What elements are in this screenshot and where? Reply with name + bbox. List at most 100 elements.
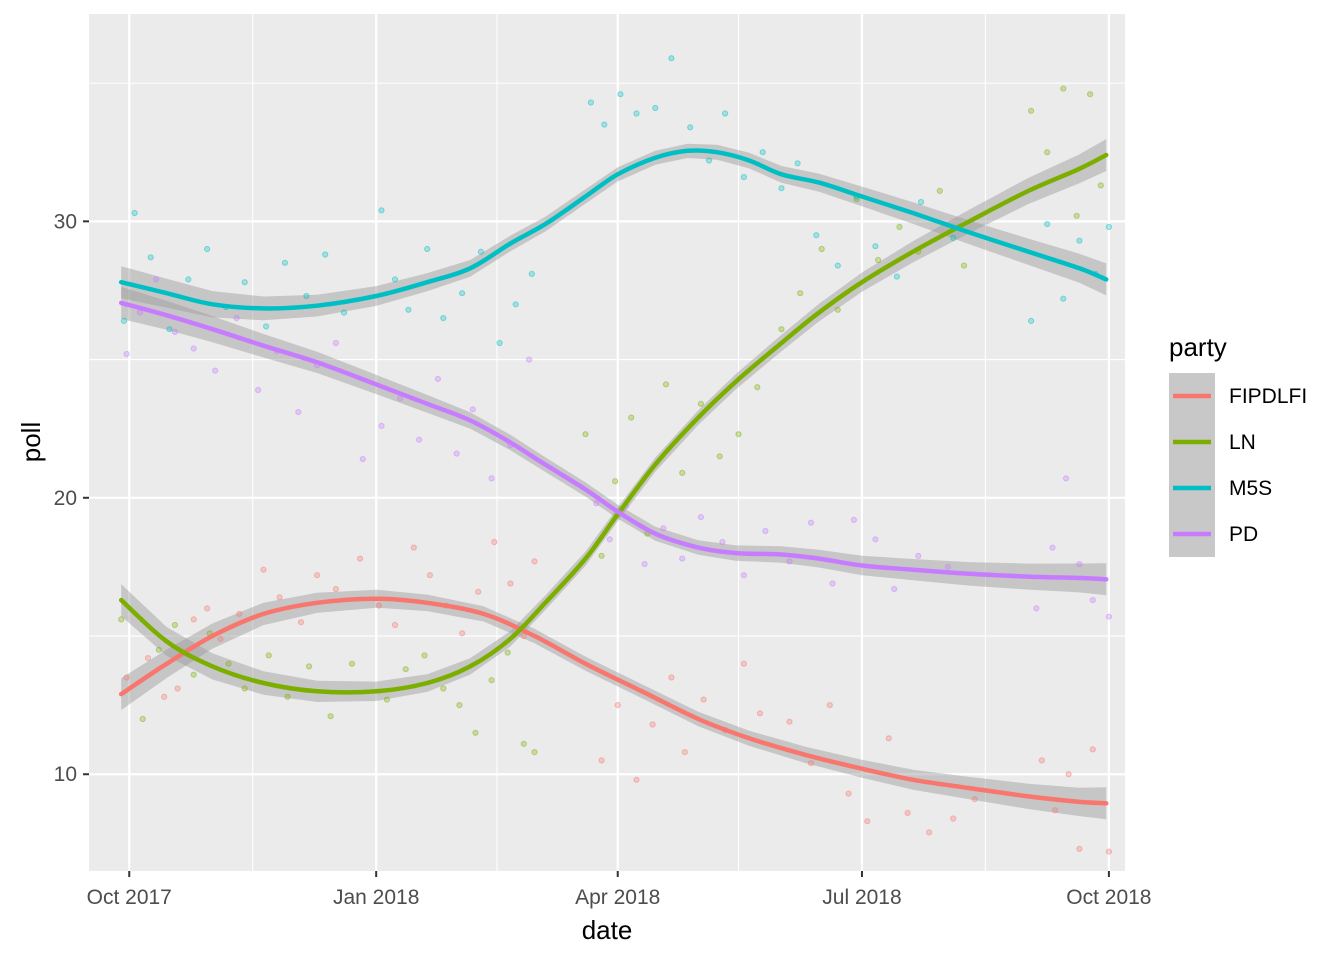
fipdlfi-poll-point [144,655,152,662]
x-tick-label: Apr 2018 [575,886,660,909]
pd-poll-point [255,386,262,394]
m5s-poll-point [740,174,748,181]
m5s-poll-point [893,273,901,280]
pd-poll-point [829,580,836,587]
fipdlfi-poll-point [491,538,498,546]
ln-poll-point [327,713,334,720]
ln-poll-point [936,187,943,194]
m5s-legend-label: M5S [1229,477,1272,500]
fipdlfi-trend-line [118,596,1109,806]
m5s-poll-point [950,234,957,241]
y-axis-title: poll [16,422,46,462]
m5s-confidence-band [121,143,1107,321]
pd-trend-line [118,300,1109,582]
fipdlfi-poll-point [826,702,833,709]
pd-poll-point [434,375,441,382]
fipdlfi-poll-point [864,818,871,825]
pd-confidence-band [121,286,1107,596]
fipdlfi-poll-point [614,702,621,709]
pd-poll-point [359,456,366,463]
major-gridlines [89,14,1125,871]
m5s-poll-point [281,259,288,266]
ln-poll-point [265,652,272,659]
fipdlfi-poll-point [904,809,911,817]
m5s-poll-point [166,326,173,333]
fipdlfi-poll-point [507,580,514,587]
ln-poll-point [488,677,495,684]
poll-points [118,55,1113,855]
pd-poll-point [469,406,476,413]
fipdlfi-poll-point [123,674,130,681]
fipdlfi-poll-point [668,674,675,681]
pd-poll-point [1076,561,1083,568]
pd-poll-point [740,572,748,579]
ln-poll-point [662,381,670,388]
m5s-poll-point [322,251,329,258]
fipdlfi-poll-point [740,660,748,667]
m5s-poll-point [477,248,484,255]
m5s-poll-point [440,315,447,322]
fipdlfi-poll-point [885,735,892,742]
fipdlfi-poll-point [845,790,852,797]
pd-poll-point [679,555,686,562]
ln-poll-point [1060,85,1067,92]
confidence-bands [121,139,1107,820]
ln-poll-point [875,256,882,264]
ln-poll-point [582,431,589,438]
pd-poll-point [593,500,600,507]
ln-poll-point [818,245,825,253]
m5s-poll-point [512,301,519,308]
fipdlfi-poll-point [786,718,793,725]
fipdlfi-poll-point [971,796,978,803]
m5s-poll-point [185,276,192,283]
pd-poll-point [295,409,302,416]
fipdlfi-poll-point [332,585,339,593]
fipdlfi-poll-point [314,572,321,579]
m5s-poll-point [834,262,841,269]
fipdlfi-poll-point [1038,757,1045,764]
fipdlfi-poll-point [357,555,364,562]
pd-poll-point [660,525,667,532]
m5s-poll-point [813,232,820,239]
trend-lines [118,148,1109,806]
pd-poll-point [1049,544,1056,551]
fipdlfi-poll-point [633,776,640,783]
ln-poll-point [531,749,538,756]
pd-poll-point [1105,613,1113,620]
fipdlfi-poll-point [531,558,538,565]
m5s-poll-point [131,209,138,217]
fipdlfi-poll-point [681,749,688,756]
m5s-poll-point [241,279,248,286]
m5s-poll-point [601,121,608,128]
pd-poll-point [850,516,858,524]
ln-poll-point [960,262,968,269]
m5s-poll-point [405,306,412,313]
pd-poll-point [1089,597,1096,604]
pd-poll-point [872,536,879,543]
fipdlfi-legend-label: FIPDLFI [1229,385,1307,408]
fipdlfi-poll-point [276,594,283,601]
pd-poll-point [762,527,769,535]
pd-poll-point [212,367,219,374]
m5s-poll-point [263,323,270,330]
fipdlfi-poll-point [475,588,482,595]
ln-poll-point [155,646,162,653]
pd-poll-point [378,422,385,429]
ln-poll-point [118,616,125,623]
ln-poll-point [225,660,232,667]
ln-poll-point [754,384,761,391]
ln-poll-point [834,306,841,313]
pd-poll-point [719,538,726,546]
pd-poll-point [526,356,533,363]
fipdlfi-poll-point [217,635,224,642]
pd-poll-point [944,563,952,571]
x-axis-title: date [582,915,633,945]
m5s-poll-point [652,104,659,112]
m5s-poll-point [687,124,694,131]
ln-poll-point [896,223,903,230]
ln-poll-point [628,414,635,421]
fipdlfi-poll-point [950,815,957,822]
ln-poll-point [697,400,705,407]
fipdlfi-poll-point [236,610,243,618]
